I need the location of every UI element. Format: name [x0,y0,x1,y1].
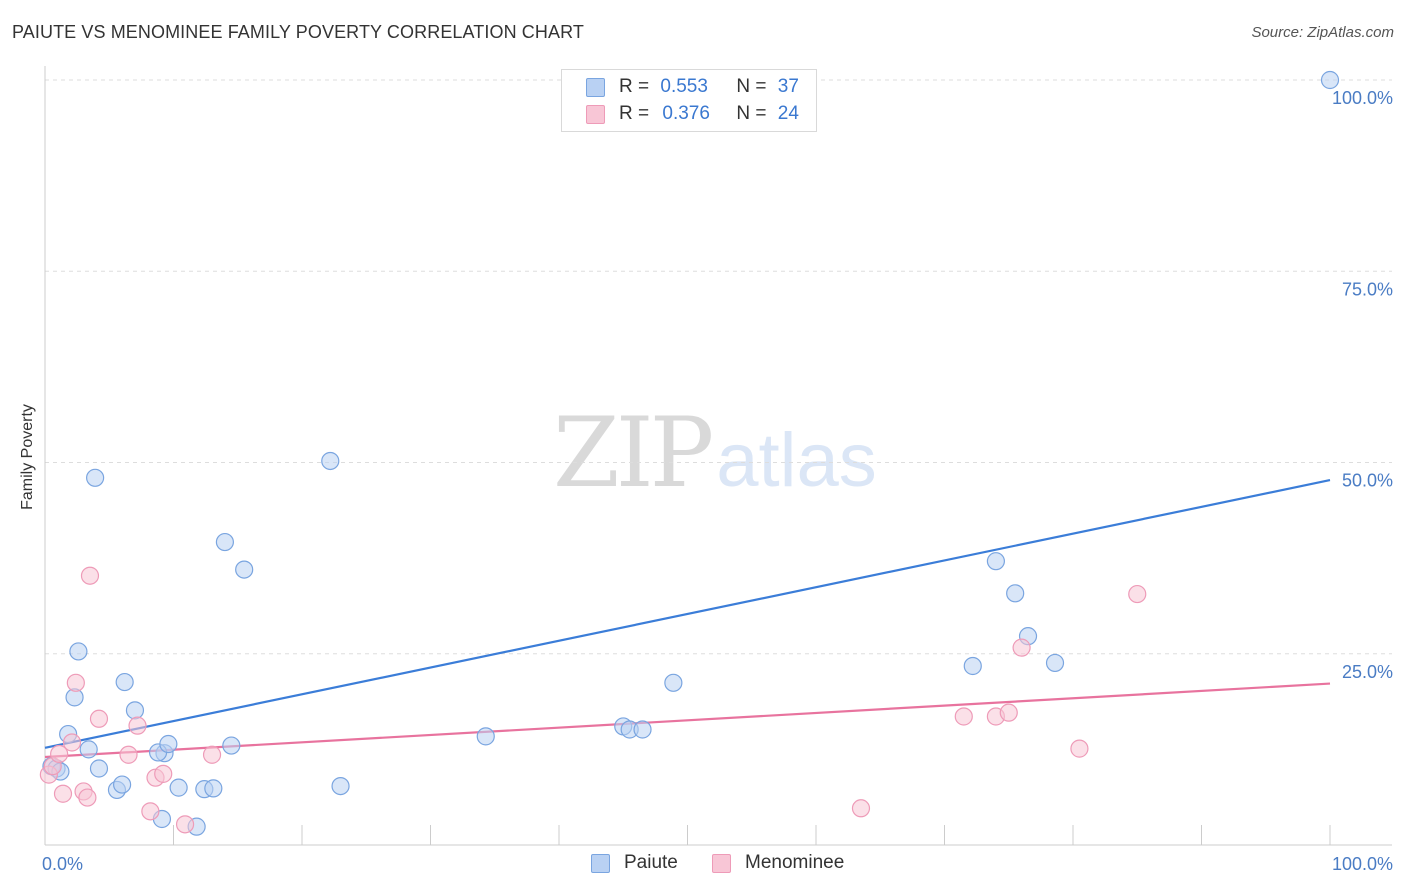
axes [44,66,1392,846]
paiute-point [235,560,254,579]
menominee-point [62,733,82,752]
menominee-r-value: 0.376 [662,103,710,124]
paiute-swatch-icon [586,77,605,97]
menominee-point [141,802,160,821]
bottom-legend-menominee: Menominee [712,852,844,874]
paiute-legend-label: Paiute [624,852,678,873]
paiute-n-value: 37 [777,76,799,97]
legend-row-paiute: R = 0.553 N = 37 [586,75,799,99]
paiute-point [215,532,234,552]
paiute-point [86,468,105,487]
paiute-point [331,776,350,796]
menominee-point [954,707,973,726]
n-label: N = [736,76,767,97]
menominee-point [1070,739,1089,758]
paiute-point [115,672,134,692]
menominee-point [202,745,222,764]
source-credit: Source: ZipAtlas.com [1251,24,1394,41]
menominee-point [119,745,138,764]
r-label: R = [619,103,650,124]
trend-lines [44,479,1331,759]
menominee-point [89,709,109,728]
menominee-point [851,799,871,818]
menominee-point [66,673,85,692]
paiute-point [112,775,132,794]
stats-legend: R = 0.553 N = 37 R = 0.376 N = 24 [561,69,817,132]
tick-labels: 25.0% 50.0% 75.0% 100.0% 0.0% 100.0% [42,88,1393,874]
chart-title: PAIUTE VS MENOMINEE FAMILY POVERTY CORRE… [12,22,584,42]
menominee-point [78,788,97,807]
paiute-point [963,656,982,676]
paiute-point [633,720,652,739]
n-label: N = [736,103,767,124]
paiute-point [476,727,495,746]
paiute-point [222,736,241,755]
menominee-point [154,764,173,783]
paiute-r-value: 0.553 [660,76,708,97]
menominee-point [999,703,1018,722]
paiute-point [69,642,88,661]
menominee-swatch-icon [586,104,605,124]
x-tick-label-min: 0.0% [42,854,83,874]
menominee-trend-line [44,682,1331,759]
y-tick-label: 100.0% [1332,88,1393,108]
menominee-point [175,815,195,834]
legend-row-menominee: R = 0.376 N = 24 [586,102,799,126]
paiute-point [1320,70,1340,90]
data-points [39,70,1340,836]
menominee-point [80,566,100,585]
r-label: R = [619,76,650,97]
menominee-legend-icon [712,853,731,873]
menominee-point [1012,638,1031,657]
paiute-trend-line [44,479,1331,749]
paiute-point [79,740,98,759]
menominee-point [50,744,69,764]
menominee-point [1128,584,1147,604]
y-tick-label: 25.0% [1342,662,1393,682]
menominee-legend-label: Menominee [745,852,845,873]
paiute-point [1045,653,1065,673]
y-tick-label: 75.0% [1342,279,1393,299]
paiute-point [204,779,223,798]
bottom-legend-paiute: Paiute [591,852,678,874]
x-tick-label-max: 100.0% [1332,854,1393,874]
menominee-point [53,784,73,803]
paiute-point [89,759,109,778]
paiute-point [169,778,188,797]
paiute-point [664,673,683,692]
paiute-legend-icon [591,853,610,873]
paiute-point [1006,584,1025,603]
y-tick-label: 50.0% [1342,471,1393,491]
paiute-point [321,451,340,471]
paiute-point [159,734,178,754]
menominee-point [128,716,147,735]
menominee-n-value: 24 [777,103,799,124]
paiute-point [986,552,1006,571]
paiute-point [125,701,145,720]
